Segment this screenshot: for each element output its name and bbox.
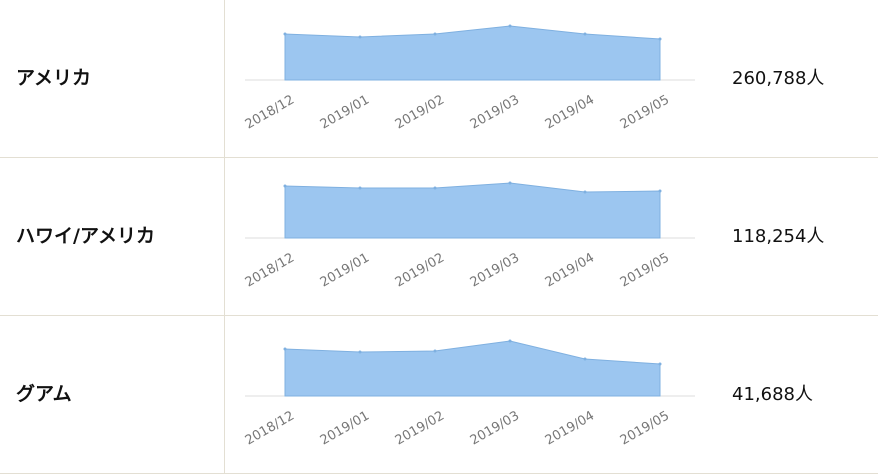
x-tick-label: 2019/02 [393,408,447,448]
point [283,32,287,36]
sparkline: 2018/12 2019/01 2019/02 2019/03 2019/04 2019/… [243,181,695,290]
separator [224,0,225,157]
row-name: グアム [16,383,72,405]
x-tick-label: 2019/02 [393,250,447,290]
point [658,189,662,193]
point [583,357,587,361]
row-name: ハワイ/アメリカ [16,225,155,247]
x-tick-label: 2019/01 [318,408,372,448]
x-tick-label: 2019/03 [468,92,522,132]
point [508,181,512,185]
x-tick-label: 2019/04 [543,408,597,448]
x-tick-label: 2019/05 [618,250,672,290]
sparkline: 2018/12 2019/01 2019/02 2019/03 2019/04 2019/… [243,339,695,448]
row-total: 260,788人 [732,68,825,89]
x-tick-label: 2018/12 [243,250,297,290]
x-tick-label: 2019/04 [543,92,597,132]
x-tick-label: 2019/01 [318,250,372,290]
point [508,24,512,28]
table-row: アメリカ 2018/12 2019/01 2019/02 2019/03 2019/04 2… [0,0,878,158]
table-row: グアム 2018/12 2019/01 2019/02 2019/03 2019/04 20… [0,316,878,474]
area [284,25,661,81]
point [658,37,662,41]
row-total: 41,688人 [732,384,813,405]
area [284,340,661,397]
point [358,35,362,39]
x-tick-label: 2019/04 [543,250,597,290]
x-tick-label: 2019/05 [618,92,672,132]
point [283,184,287,188]
point [433,32,437,36]
x-tick-label: 2018/12 [243,92,297,132]
x-tick-label: 2019/01 [318,92,372,132]
point [358,186,362,190]
x-tick-label: 2018/12 [243,408,297,448]
x-tick-label: 2019/02 [393,92,447,132]
separator [224,316,225,473]
table-row: ハワイ/アメリカ 2018/12 2019/01 2019/02 2019/03 2019… [0,158,878,316]
point [433,349,437,353]
row-name: アメリカ [16,67,92,89]
point [283,347,287,351]
row-total: 118,254人 [732,226,825,247]
point [583,32,587,36]
point [658,362,662,366]
separator [224,158,225,315]
point [433,186,437,190]
point [358,350,362,354]
area [284,182,661,239]
sparkline: 2018/12 2019/01 2019/02 2019/03 2019/04 2019/… [243,24,695,132]
point [583,190,587,194]
x-tick-label: 2019/05 [618,408,672,448]
x-tick-label: 2019/03 [468,250,522,290]
point [508,339,512,343]
x-tick-label: 2019/03 [468,408,522,448]
